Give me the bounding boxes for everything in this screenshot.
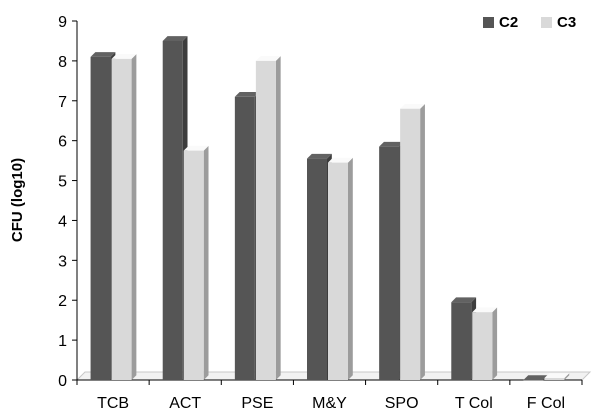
bar-top xyxy=(183,145,209,151)
bar-front xyxy=(90,56,111,381)
bar-c3-0 xyxy=(111,54,137,381)
bar-front xyxy=(234,96,255,381)
x-category-label: ACT xyxy=(169,395,201,412)
x-category-label: SPO xyxy=(385,395,419,412)
y-tick-label: 5 xyxy=(58,174,67,191)
x-category-label: TCB xyxy=(97,395,129,412)
bar-top xyxy=(544,373,570,379)
legend: C2 C3 xyxy=(483,14,576,31)
y-tick-label: 6 xyxy=(58,134,67,151)
bar-top xyxy=(162,36,188,41)
x-axis-categories: TCB ACT PSE M&Y SPO T Col F Col xyxy=(76,380,583,412)
bar-front xyxy=(451,302,472,380)
bar-c2-6 xyxy=(523,375,549,381)
bar-top xyxy=(451,297,477,303)
bar-side xyxy=(420,103,425,380)
bar-c3-3 xyxy=(328,157,353,380)
bar-c3-2 xyxy=(255,56,281,381)
y-axis-title: CFU (log10) xyxy=(9,158,26,242)
bars xyxy=(90,36,570,381)
legend-label-c2: C2 xyxy=(499,14,518,31)
bar-top xyxy=(90,52,116,57)
y-tick-label: 9 xyxy=(58,14,67,31)
bar-front xyxy=(523,380,544,381)
bar-top xyxy=(111,54,137,59)
bar-side xyxy=(131,54,137,380)
y-tick-label: 8 xyxy=(58,54,67,71)
bar-front xyxy=(111,58,132,381)
x-category-label: M&Y xyxy=(312,395,347,412)
bar-c3-1 xyxy=(183,145,209,380)
bar-front xyxy=(162,40,183,380)
x-category-label: PSE xyxy=(241,395,273,412)
x-category-label: T Col xyxy=(455,395,493,412)
x-category-label: F Col xyxy=(527,395,565,412)
bar-top xyxy=(255,56,281,61)
bar-front xyxy=(255,60,276,381)
bar-top xyxy=(234,91,260,97)
bar-front xyxy=(183,150,204,380)
bar-front xyxy=(328,162,348,380)
bar-top xyxy=(400,103,425,109)
bar-top xyxy=(523,375,549,380)
bar-side xyxy=(203,145,209,380)
y-tick-label: 7 xyxy=(58,94,67,111)
bar-side xyxy=(348,157,353,380)
bar-front xyxy=(379,146,400,380)
bar-side xyxy=(492,307,498,380)
bar-c3-6 xyxy=(544,373,570,380)
legend-label-c3: C3 xyxy=(557,14,576,31)
legend-swatch-c3 xyxy=(541,17,552,28)
bar-top xyxy=(379,141,404,147)
bar-top xyxy=(307,153,332,159)
bar-top xyxy=(328,157,353,163)
legend-swatch-c2 xyxy=(483,17,494,28)
bar-front xyxy=(544,378,565,380)
y-tick-label: 4 xyxy=(58,213,67,230)
y-tick-label: 2 xyxy=(58,293,67,310)
bar-front xyxy=(307,158,327,380)
bar-c3-4 xyxy=(400,103,425,380)
y-axis-ticks: 0 1 2 3 4 5 6 7 8 9 xyxy=(58,14,77,390)
bar-front xyxy=(472,312,493,380)
bar-front xyxy=(400,108,421,380)
y-tick-label: 1 xyxy=(58,333,67,350)
bar-side xyxy=(564,373,570,380)
bar-top xyxy=(472,307,498,313)
bar-side xyxy=(275,56,281,380)
y-tick-label: 3 xyxy=(58,253,67,270)
bar-c3-5 xyxy=(472,307,498,380)
y-tick-label: 0 xyxy=(58,373,67,390)
